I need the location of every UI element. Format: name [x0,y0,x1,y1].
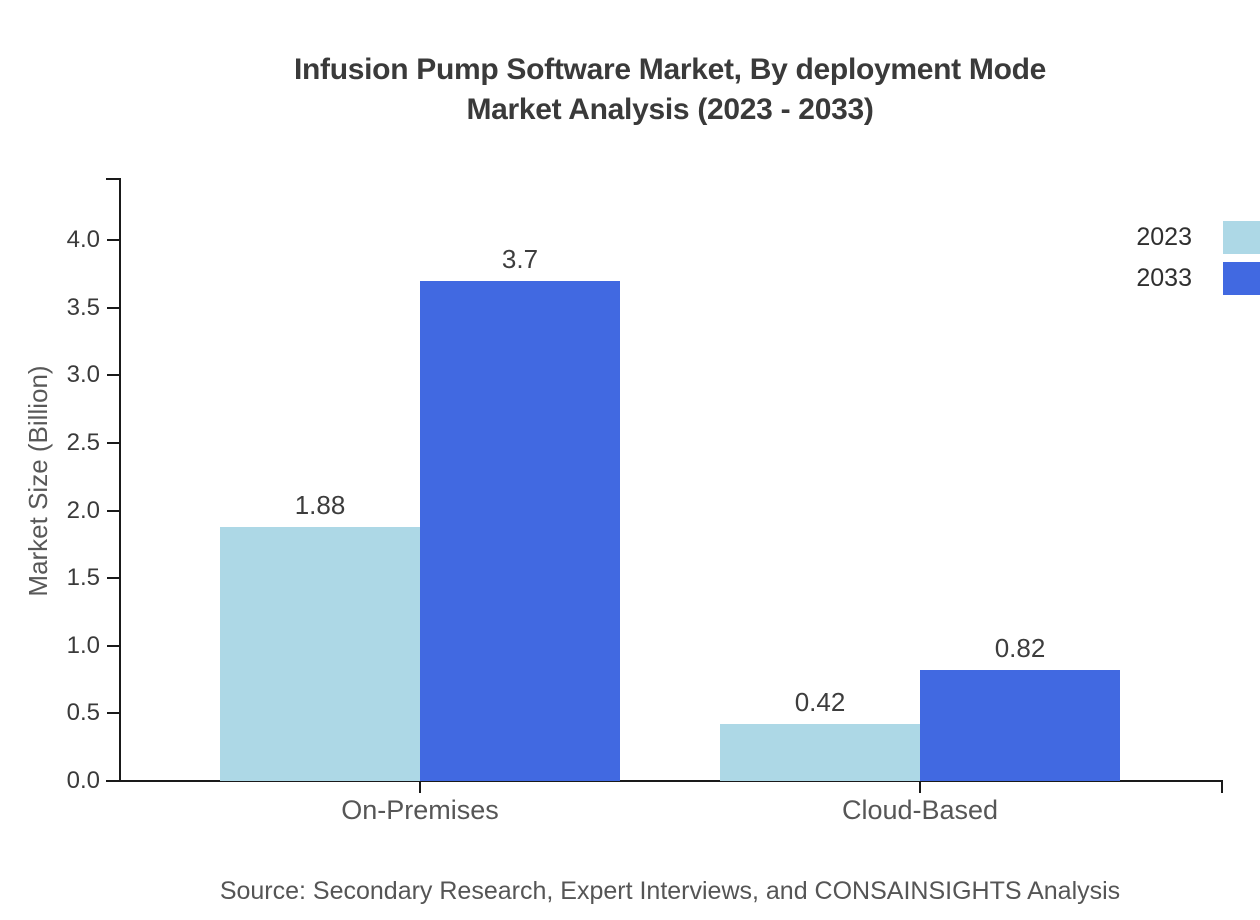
legend-item-2033: 2033 [1136,262,1260,295]
y-tick [107,712,119,715]
bar-value-label: 0.42 [794,687,846,718]
y-tick [107,644,119,647]
chart-title-line-2: Market Analysis (2023 - 2033) [466,93,874,126]
bar-2033-on-premises [420,280,620,781]
x-axis-end-cap [1221,780,1223,793]
bar-2023-on-premises [220,526,420,781]
y-axis-end-cap [106,178,120,180]
y-tick-label: 1.0 [66,631,100,659]
bar-value-label: 0.82 [994,633,1046,664]
bar-value-label: 3.7 [501,243,539,274]
y-tick [107,780,119,782]
category-label-cloud-based: Cloud-Based [841,795,999,825]
y-axis-spine [119,178,121,782]
x-tick [419,782,421,793]
x-axis-spine [106,780,1223,782]
y-tick [107,374,119,377]
y-tick [107,239,119,241]
source-note: Source: Secondary Research, Expert Inter… [219,877,1121,905]
legend-label: 2023 [1136,223,1192,251]
bar-value-label: 1.88 [294,489,346,520]
category-label-on-premises: On-Premises [341,795,499,825]
y-tick-label: 1.5 [66,564,100,592]
y-tick [107,577,119,580]
y-tick-label: 3.5 [66,293,100,321]
legend-swatch [1223,221,1260,254]
y-tick-label: 2.0 [66,496,100,524]
y-tick [107,306,119,309]
y-tick-label: 0.5 [66,699,100,727]
chart-title-line-1: Infusion Pump Software Market, By deploy… [293,53,1047,86]
y-tick [107,441,119,444]
x-tick [919,782,921,793]
y-tick-label: 3.0 [66,361,100,389]
y-tick-label: 0.0 [66,767,100,794]
y-tick-label: 2.5 [66,428,100,456]
chart-legend: 2023 2033 [1136,221,1260,303]
legend-label: 2033 [1136,264,1192,292]
chart-title: Infusion Pump Software Market, By deploy… [80,50,1260,130]
bar-2033-cloud-based [920,670,1120,781]
bar-2023-cloud-based [720,724,920,781]
y-tick-label: 4.0 [66,226,100,253]
legend-swatch [1223,262,1260,295]
y-tick [107,509,119,512]
legend-item-2023: 2023 [1136,221,1260,254]
